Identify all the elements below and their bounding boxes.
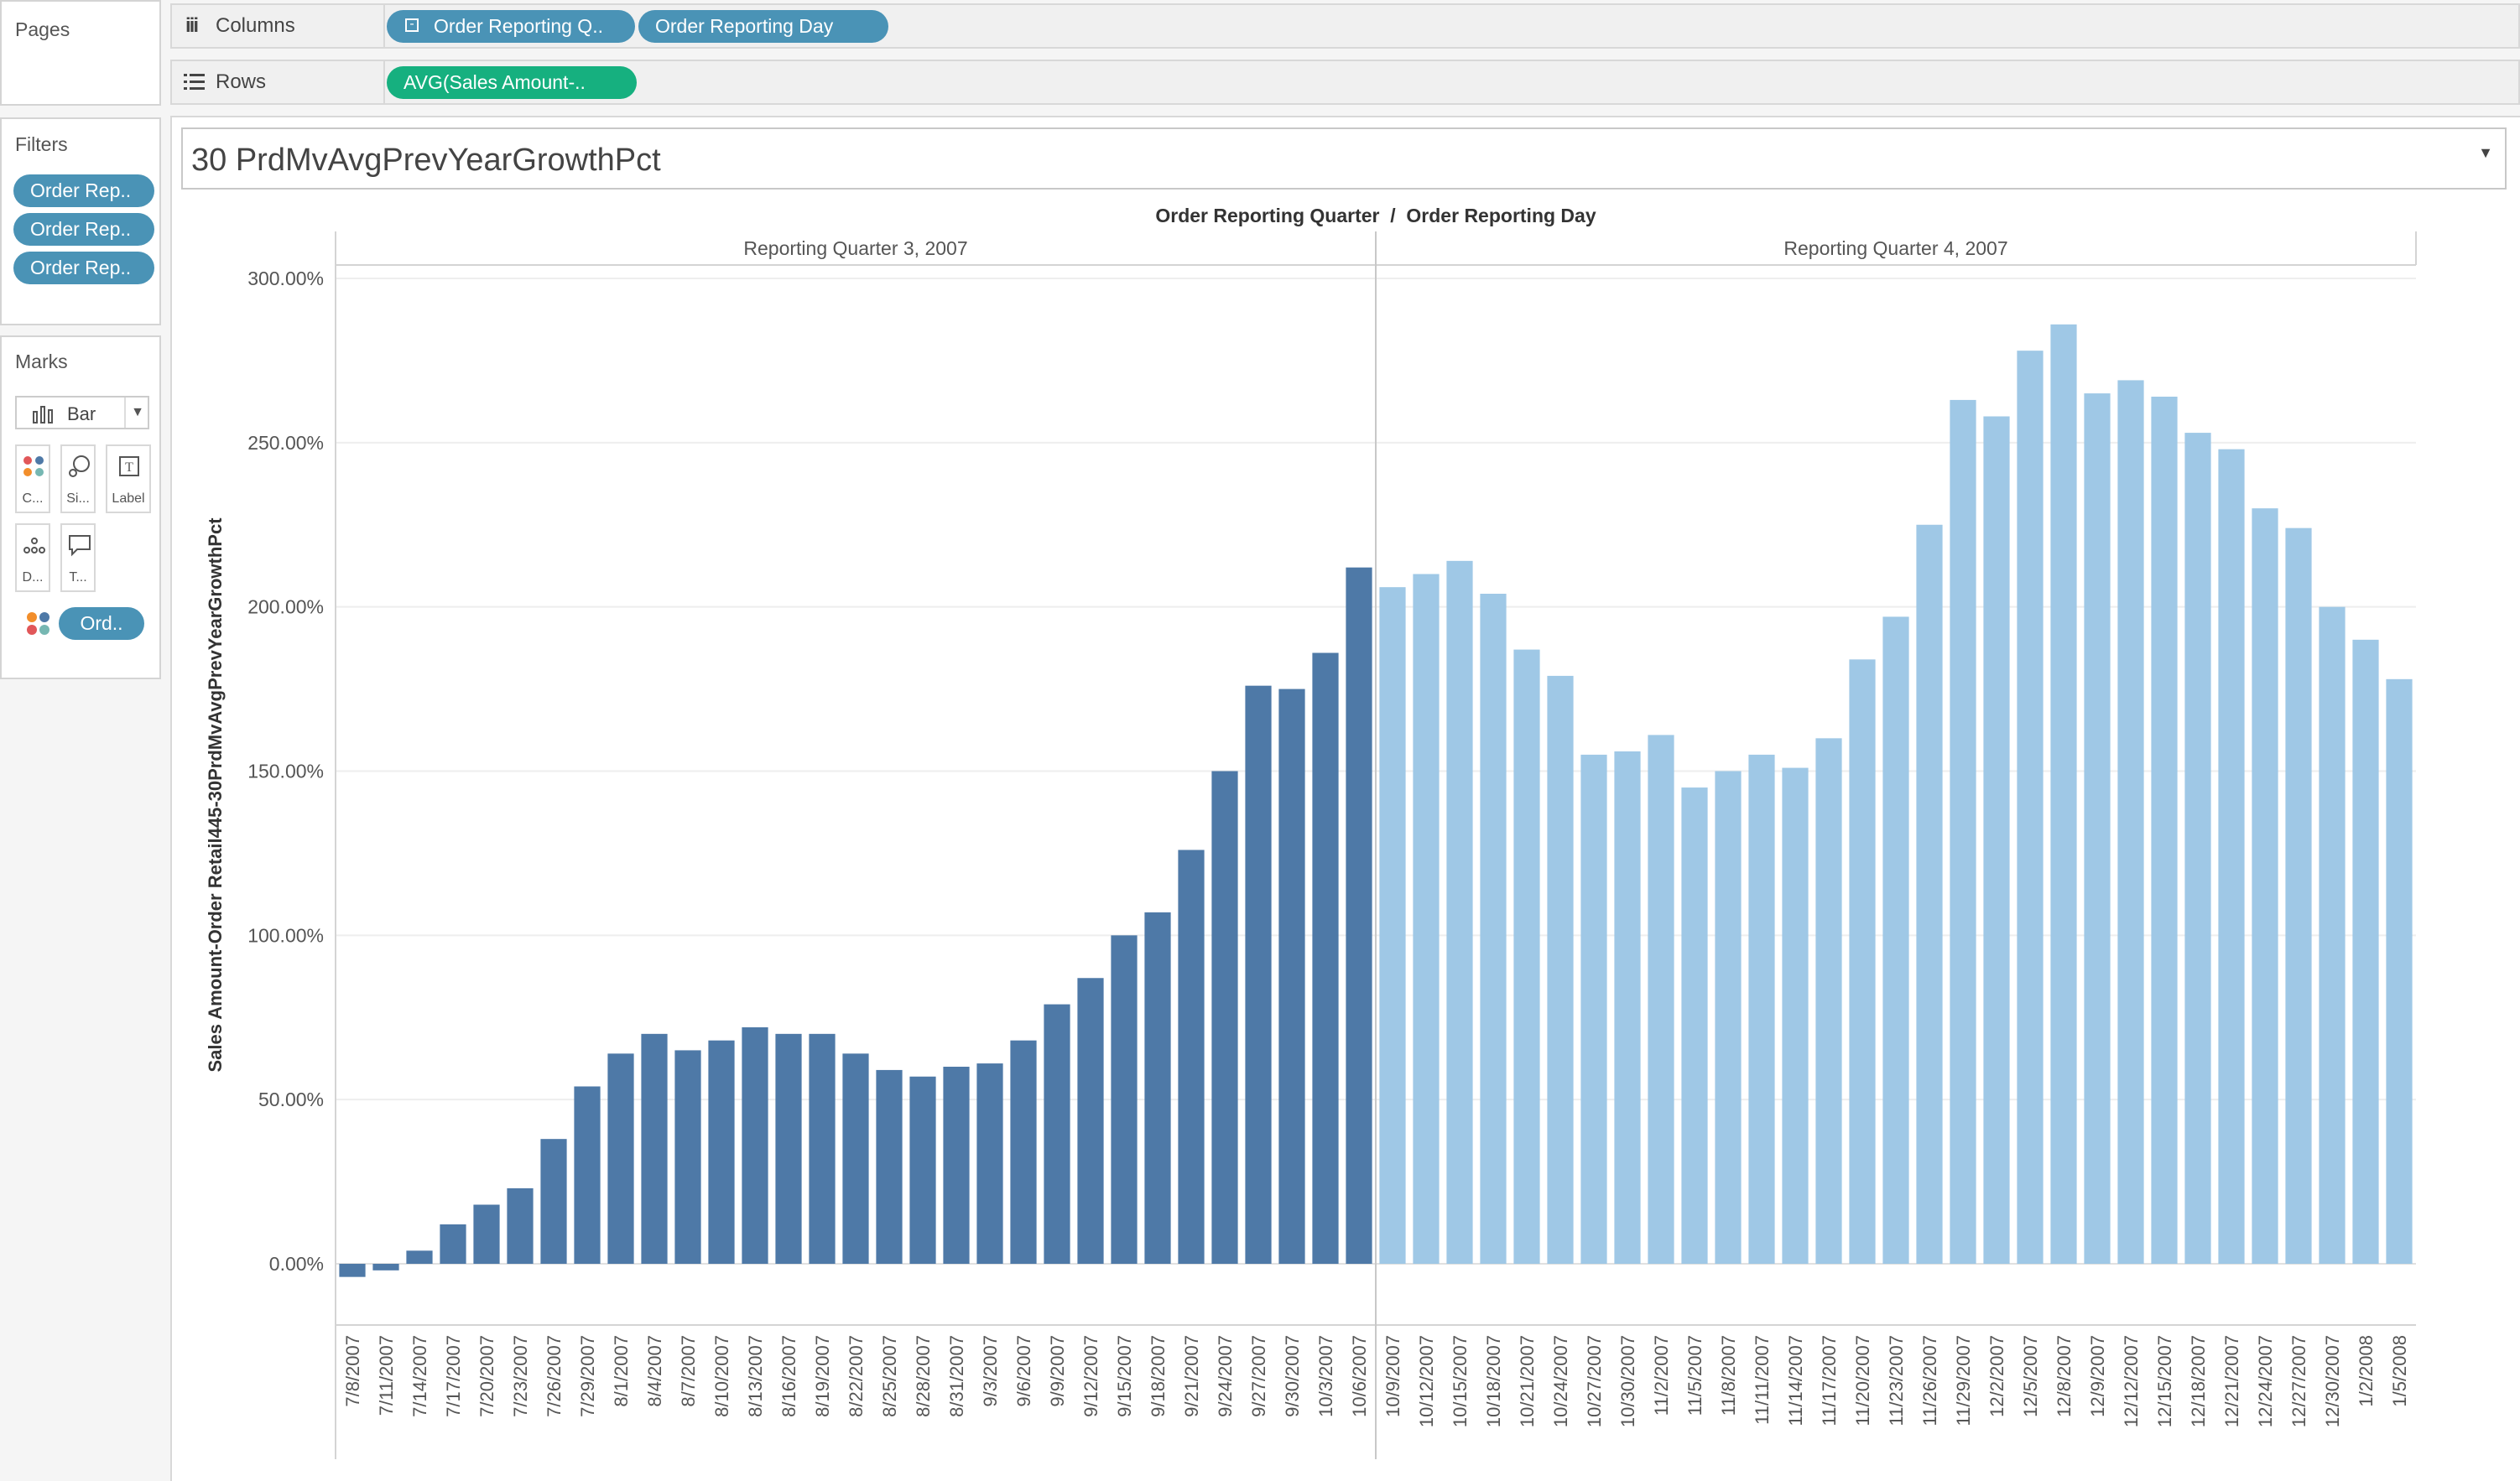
marks-title: Marks <box>15 351 68 372</box>
sheet-selector-dropdown[interactable]: 30 PrdMvAvgPrevYearGrowthPct ▼ <box>181 127 2507 190</box>
rows-icon <box>184 74 205 90</box>
rows-pill-measure[interactable]: AVG(Sales Amount-.. <box>387 66 637 99</box>
detail-button-label: D... <box>22 570 44 585</box>
size-button-label: Si... <box>66 491 90 506</box>
bar-chart-icon <box>33 406 53 424</box>
rows-label: Rows <box>216 70 267 93</box>
columns-label: Columns <box>216 14 295 37</box>
size-button[interactable]: Si... <box>60 444 96 513</box>
columns-pill-day[interactable]: Order Reporting Day <box>638 10 888 43</box>
tooltip-icon <box>69 535 91 557</box>
label-button-label: Label <box>112 491 145 506</box>
marks-card: Marks Bar ▼ C... Si... T Label <box>0 335 161 679</box>
rows-shelf[interactable]: Rows AVG(Sales Amount-.. <box>170 60 2520 105</box>
columns-pill-quarter-label: Order Reporting Q.. <box>434 15 603 37</box>
chevron-down-icon: ▼ <box>2478 144 2493 161</box>
pages-title: Pages <box>15 18 70 40</box>
columns-pill-quarter[interactable]: - Order Reporting Q.. <box>387 10 635 43</box>
color-button[interactable]: C... <box>15 444 50 513</box>
detail-button[interactable]: D... <box>15 523 50 592</box>
view-area <box>170 116 2520 1481</box>
text-label-icon: T <box>119 456 139 476</box>
filters-shelf[interactable]: Filters Order Rep.. Order Rep.. Order Re… <box>0 117 161 325</box>
label-button[interactable]: T Label <box>106 444 151 513</box>
color-button-label: C... <box>22 491 44 506</box>
columns-icon: iii <box>185 14 199 37</box>
filter-pill[interactable]: Order Rep.. <box>13 213 154 246</box>
chevron-down-icon: ▼ <box>124 398 149 428</box>
tooltip-button[interactable]: T... <box>60 523 96 592</box>
mark-type-label: Bar <box>67 403 96 424</box>
tooltip-button-label: T... <box>69 570 87 585</box>
pages-shelf[interactable]: Pages <box>0 0 161 106</box>
svg-text:T: T <box>125 460 133 475</box>
collapse-icon: - <box>405 18 419 32</box>
color-legend-icon <box>27 612 49 635</box>
filter-pill[interactable]: Order Rep.. <box>13 174 154 207</box>
filter-pill[interactable]: Order Rep.. <box>13 252 154 284</box>
size-icon <box>69 455 90 477</box>
columns-shelf[interactable]: iii Columns - Order Reporting Q.. Order … <box>170 3 2520 49</box>
filters-title: Filters <box>15 133 68 155</box>
color-field-pill[interactable]: Ord.. <box>59 607 144 640</box>
sheet-selector-value: 30 PrdMvAvgPrevYearGrowthPct <box>191 143 661 178</box>
color-icon <box>23 456 44 476</box>
mark-type-dropdown[interactable]: Bar ▼ <box>15 396 149 429</box>
detail-icon <box>23 538 45 553</box>
